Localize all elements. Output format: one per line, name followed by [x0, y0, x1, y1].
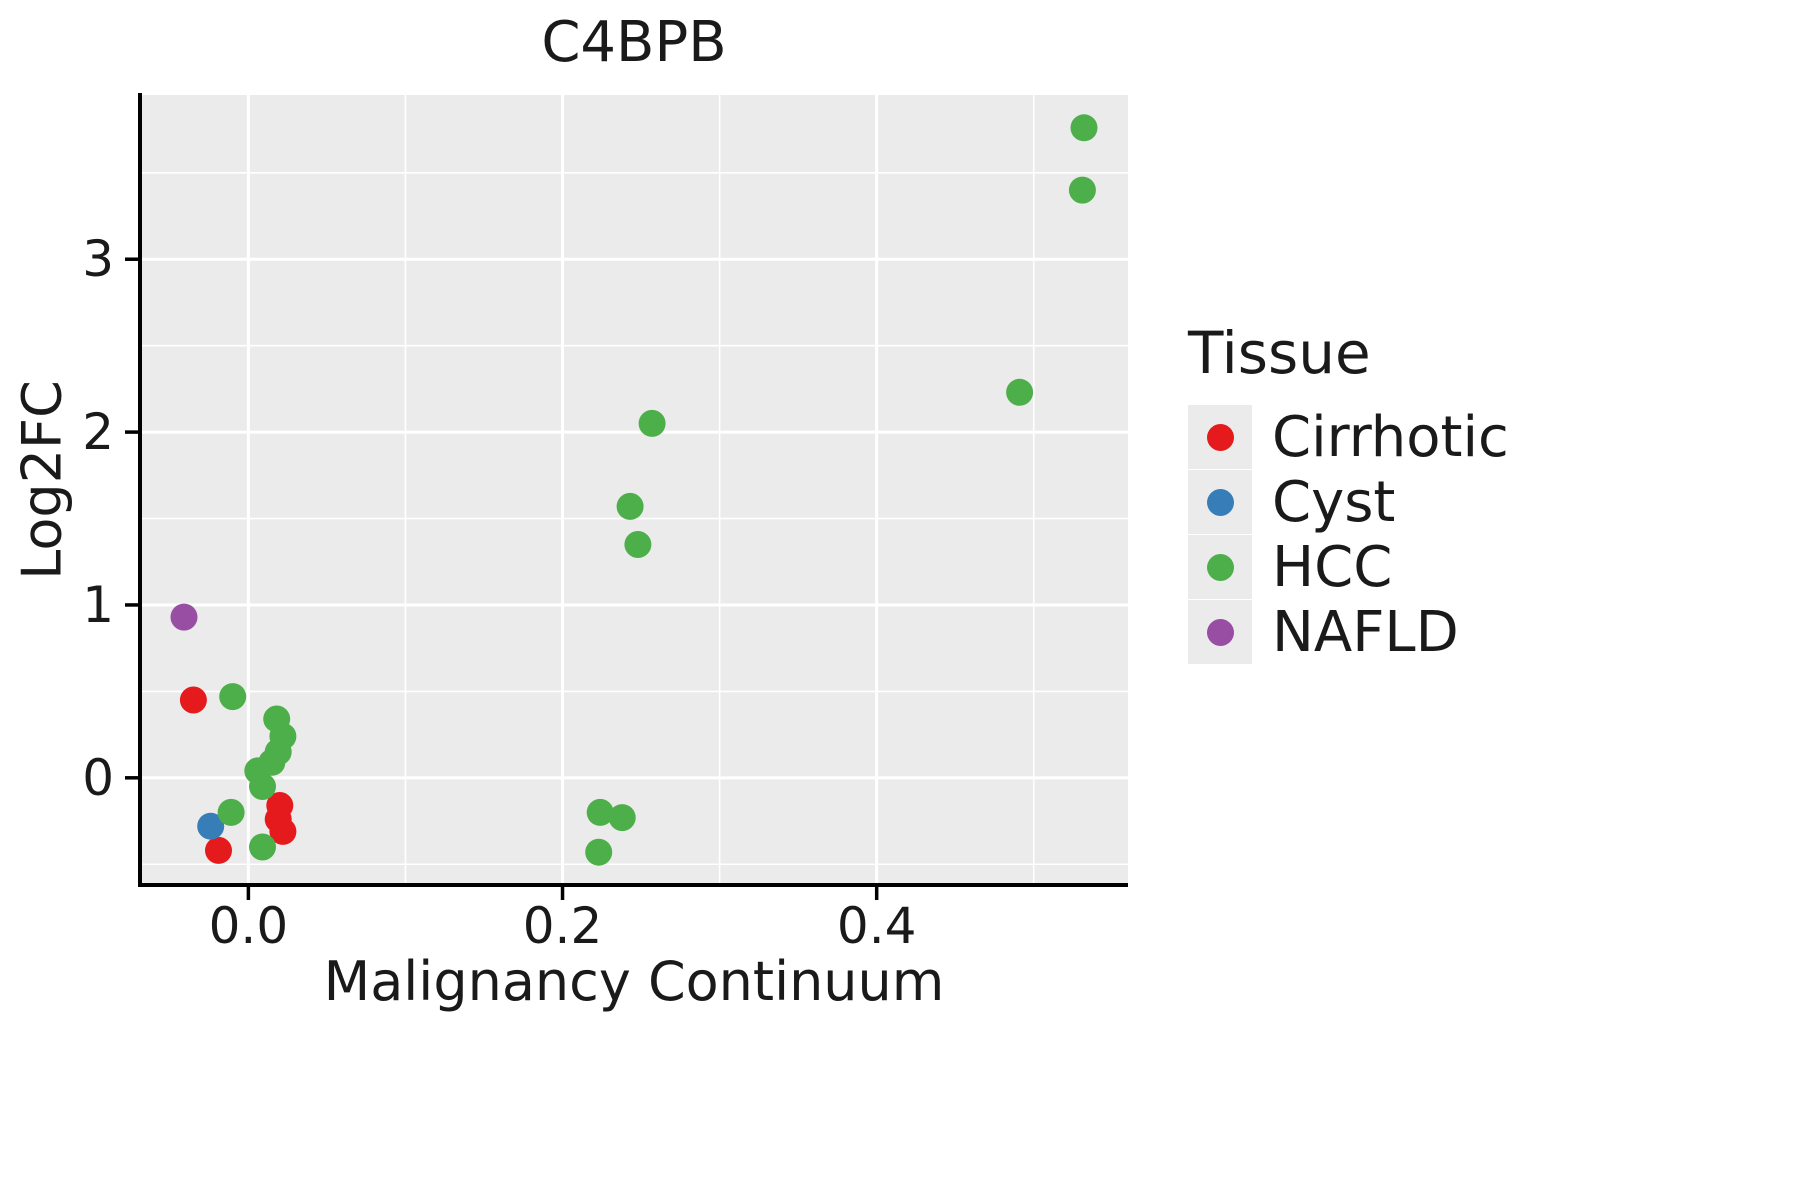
legend: Tissue Cirrhotic Cyst HCC NAFLD	[1188, 320, 1509, 665]
data-point-hcc	[249, 833, 276, 861]
legend-key	[1188, 470, 1252, 535]
y-axis-label: Log2FC	[10, 380, 74, 580]
legend-dot-hcc	[1206, 553, 1234, 581]
data-point-hcc	[586, 798, 614, 826]
data-point-hcc	[1070, 114, 1098, 142]
legend-title: Tissue	[1188, 319, 1371, 387]
data-point-cirrhotic	[269, 817, 297, 845]
legend-label: HCC	[1272, 534, 1393, 600]
legend-dot-cyst	[1206, 488, 1234, 516]
legend-key	[1188, 405, 1252, 470]
data-point-cirrhotic	[179, 686, 207, 714]
data-point-hcc	[1068, 176, 1096, 204]
legend-label: Cyst	[1272, 469, 1396, 535]
x-tick-label: 0.2	[523, 897, 603, 955]
legend-label: Cirrhotic	[1272, 404, 1509, 470]
data-point-hcc	[624, 531, 652, 558]
x-tick-label: 0.4	[837, 897, 917, 955]
plot-panel	[140, 95, 1128, 885]
legend-dot-nafld	[1206, 618, 1234, 646]
y-tick-label: 3	[82, 230, 114, 288]
chart-title: C4BPB	[541, 10, 727, 75]
legend-entries: Cirrhotic Cyst HCC NAFLD	[1188, 405, 1509, 665]
legend-item-cyst: Cyst	[1188, 470, 1509, 535]
legend-item-hcc: HCC	[1188, 535, 1509, 600]
legend-item-cirrhotic: Cirrhotic	[1188, 405, 1509, 470]
legend-label: NAFLD	[1272, 599, 1459, 665]
legend-key	[1188, 535, 1252, 600]
y-tick-label: 2	[82, 403, 114, 461]
data-point-hcc	[585, 838, 613, 866]
data-point-hcc	[616, 492, 644, 520]
data-point-hcc	[608, 804, 636, 832]
data-point-hcc	[219, 683, 247, 711]
x-tick-label: 0.0	[209, 897, 289, 955]
data-point-cirrhotic	[205, 836, 232, 864]
data-point-cyst	[197, 812, 225, 840]
y-tick-label: 1	[82, 576, 114, 634]
data-point-hcc	[638, 409, 666, 437]
data-point-hcc	[217, 798, 245, 826]
legend-item-nafld: NAFLD	[1188, 600, 1509, 665]
data-point-hcc	[1006, 378, 1034, 406]
y-tick-label: 0	[82, 749, 114, 807]
data-point-nafld	[170, 603, 198, 631]
legend-key	[1188, 600, 1252, 665]
legend-dot-cirrhotic	[1206, 423, 1234, 451]
x-axis-label: Malignancy Continuum	[323, 950, 945, 1013]
data-point-hcc	[249, 773, 276, 800]
